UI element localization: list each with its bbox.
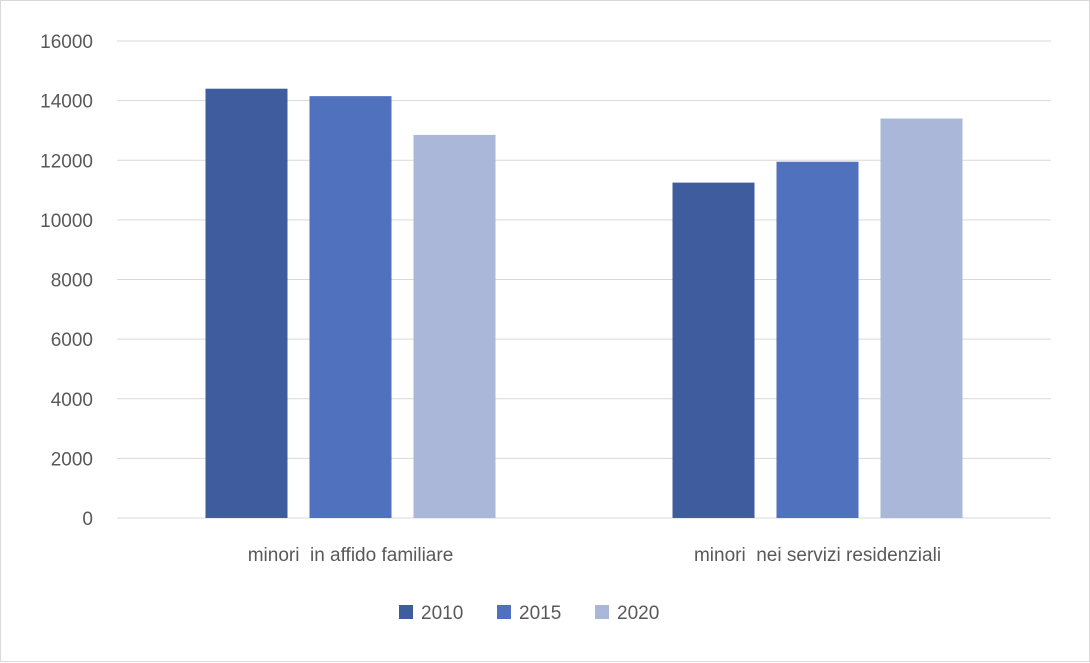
legend-swatch-2015 <box>497 605 511 619</box>
y-axis-ticks: 0 2000 4000 6000 8000 10000 12000 14000 16000 <box>40 32 93 530</box>
y-tick-label: 12000 <box>40 151 93 172</box>
bar-2015-2 <box>776 161 859 518</box>
bar-2020-1 <box>413 134 496 519</box>
y-tick-label: 10000 <box>40 211 93 232</box>
y-tick-label: 2000 <box>51 449 93 470</box>
legend-swatch-2010 <box>399 605 413 619</box>
x-category-label: minori nei servizi residenziali <box>694 545 941 566</box>
bars <box>205 88 963 519</box>
bar-2015-1 <box>309 96 392 518</box>
legend-label: 2015 <box>519 603 561 624</box>
bar-2010-2 <box>672 182 755 518</box>
bar-2020-2 <box>880 118 963 518</box>
bar-2010-1 <box>205 88 288 518</box>
y-tick-label: 0 <box>82 509 93 530</box>
legend: 2010 2015 2020 <box>399 603 659 624</box>
legend-swatch-2020 <box>595 605 609 619</box>
y-tick-label: 6000 <box>51 330 93 351</box>
y-tick-label: 16000 <box>40 32 93 53</box>
legend-label: 2020 <box>617 603 659 624</box>
legend-label: 2010 <box>421 603 463 624</box>
x-category-label: minori in affido familiare <box>248 545 454 566</box>
y-tick-label: 14000 <box>40 92 93 113</box>
y-tick-label: 4000 <box>51 390 93 411</box>
y-tick-label: 8000 <box>51 271 93 292</box>
x-axis-categories: minori in affido familiare minori nei ser… <box>248 545 941 566</box>
